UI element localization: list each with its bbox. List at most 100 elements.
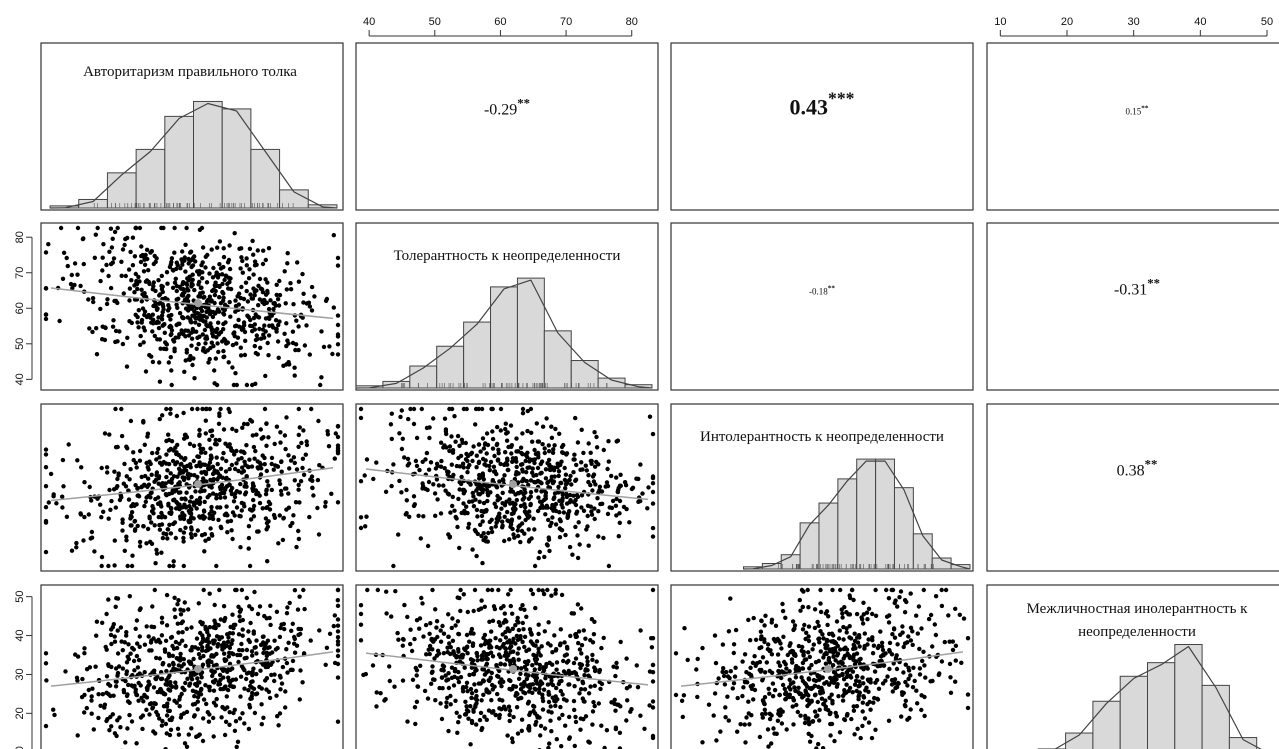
panel-frame-r4-c4 [986,584,1279,749]
scatter-point [572,457,577,462]
scatter-point [143,279,149,284]
scatter-point [792,623,798,628]
scatter-point [258,345,263,350]
scatter-point [505,509,510,515]
scatter-point [137,448,143,454]
scatter-point [241,320,247,325]
scatter-point [189,406,195,412]
scatter-point [590,722,595,727]
scatter-point [806,693,811,698]
histogram-bar [409,365,438,389]
scatter-point [522,607,527,612]
scatter-point [96,692,101,697]
scatter-point [753,637,759,642]
scatter-point [807,654,812,660]
scatter-point [256,283,261,288]
scatter-point [706,702,712,707]
scatter-point [762,637,767,642]
scatter-point [180,315,185,321]
scatter-point [762,623,767,628]
scatter-point [89,694,94,699]
scatter-point [261,650,266,656]
scatter-point [500,644,505,649]
scatter-point [64,255,69,261]
scatter-point [450,638,456,643]
scatter-point [406,461,412,466]
scatter-point [414,463,420,469]
scatter-point [767,691,772,696]
scatter-point [812,625,818,631]
scatter-point [374,704,379,709]
scatter-point [876,686,882,691]
scatter-point [866,637,871,642]
scatter-point [536,587,541,593]
scatter-point [593,482,598,487]
scatter-point [159,283,164,289]
scatter-point [189,494,194,500]
scatter-point [130,553,135,558]
scatter-point [259,436,264,441]
scatter-point [847,593,852,598]
centroid-point [194,299,203,308]
scatter-point [850,690,855,695]
scatter-point [650,705,656,710]
scatter-point [169,256,175,261]
scatter-point [528,587,534,593]
scatter-point [413,721,418,727]
scatter-point [132,668,137,673]
scatter-point [537,686,542,691]
scatter-point [414,435,420,441]
scatter-point [213,356,218,361]
scatter-point [914,688,919,693]
tick-label: 80 [14,231,26,243]
scatter-point [247,267,252,272]
scatter-point [597,488,602,493]
scatter-point [155,337,160,342]
scatter-point [238,674,244,679]
scatter-point [532,563,538,569]
scatter-point [167,522,172,527]
scatter-point [959,660,964,665]
scatter-point [208,321,213,326]
scatter-point [264,650,269,655]
scatter-point [46,242,51,247]
scatter-point [298,668,303,673]
scatter-point [112,563,117,568]
scatter-point [822,681,827,686]
scatter-point [189,625,194,630]
scatter-point [228,314,233,319]
scatter-point [253,448,258,454]
scatter-point [295,607,301,612]
scatter-point [456,632,462,637]
scatter-point [522,634,528,639]
scatter-point [218,617,223,622]
scatter-point [296,482,301,488]
scatter-point [563,532,568,538]
scatter-point [826,614,831,619]
scatter-point [840,611,845,616]
scatter-point [779,721,785,726]
scatter-point [886,620,892,625]
scatter-point [650,735,656,741]
scatter-point [207,511,212,517]
scatter-point [233,587,238,593]
scatter-point [549,435,555,440]
scatter-point [406,416,411,422]
scatter-point [57,318,62,324]
scatter-point [309,284,315,290]
scatter-point [449,462,454,467]
scatter-point [533,605,538,611]
scatter-point [264,487,269,492]
scatter-point [525,701,531,706]
scatter-point [316,418,321,424]
scatter-point [473,406,479,412]
scatter-point [533,678,539,683]
scatter-point [274,609,280,614]
scatter-point [192,473,197,478]
scatter-point [910,685,916,690]
panel-frame-r3-c2 [355,403,659,572]
scatter-point [135,314,140,320]
scatter-point [807,739,813,744]
scatter-point [649,636,654,641]
scatter-point [605,511,611,517]
